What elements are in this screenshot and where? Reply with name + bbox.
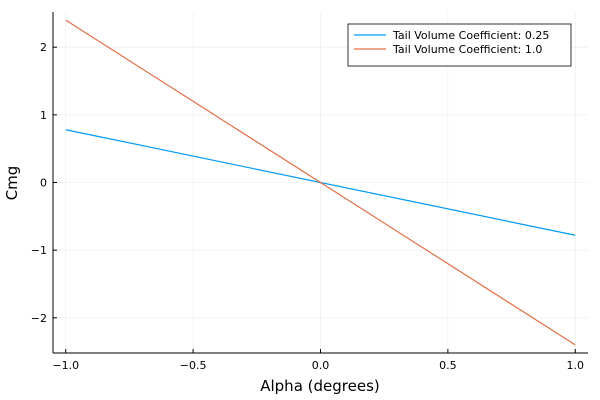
series-line-2 <box>65 19 576 346</box>
x-tick-label: 1.0 <box>567 359 585 372</box>
x-tick-label: 0.0 <box>312 359 330 372</box>
y-tick-label: 0 <box>40 177 47 190</box>
x-tick-label: −1.0 <box>52 359 79 372</box>
y-tick-label: −1 <box>31 244 47 257</box>
x-tick-label: 0.5 <box>439 359 457 372</box>
y-tick-label: 1 <box>40 109 47 122</box>
x-tick-label: −0.5 <box>180 359 207 372</box>
legend-label-1: Tail Volume Coefficient: 0.25 <box>392 29 549 42</box>
y-axis-title: Cmg <box>3 166 21 201</box>
legend-label-2: Tail Volume Coefficient: 1.0 <box>392 43 542 56</box>
plot-area <box>65 19 576 346</box>
axes: −1.0 −0.5 0.0 0.5 1.0 −2 −1 0 1 2 <box>31 12 588 372</box>
y-tick-label: 2 <box>40 41 47 54</box>
y-tick-label: −2 <box>31 312 47 325</box>
legend-box <box>347 23 572 67</box>
x-axis-title: Alpha (degrees) <box>260 377 380 395</box>
